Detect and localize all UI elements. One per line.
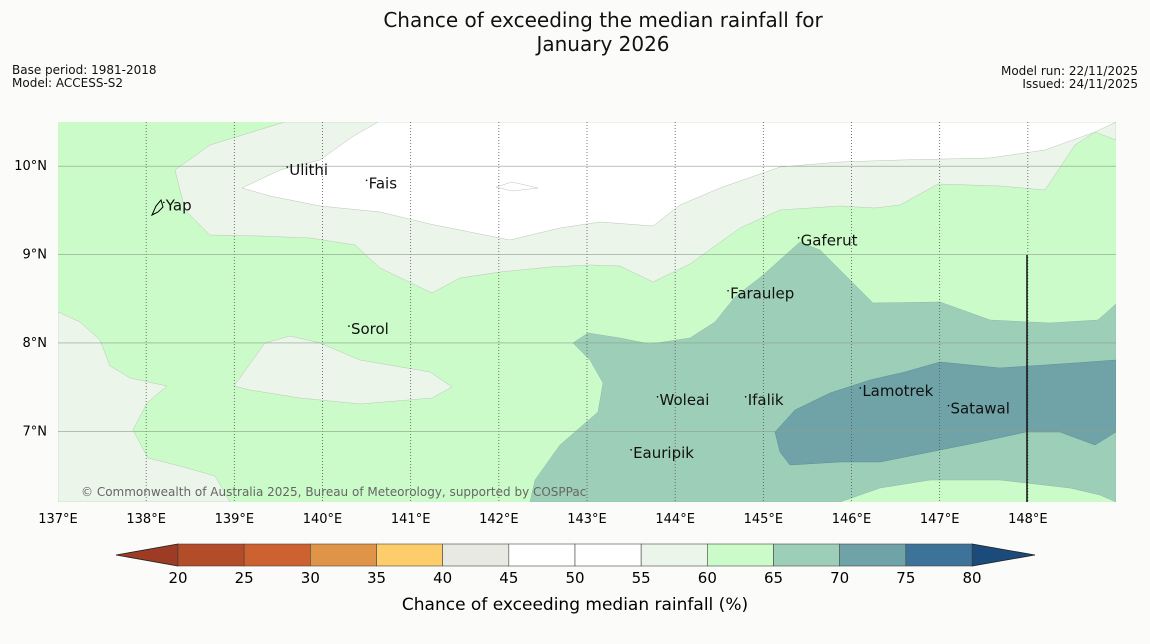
place-label: Lamotrek — [862, 382, 933, 400]
lon-tick-label: 138°E — [126, 512, 166, 527]
place-marker — [348, 325, 350, 327]
legend-swatch — [839, 543, 907, 567]
legend-swatch — [574, 543, 642, 567]
place-label: Eauripik — [633, 444, 694, 462]
lon-tick-label: 146°E — [832, 512, 872, 527]
model-name: Model: ACCESS-S2 — [12, 76, 124, 90]
legend-above-arrow — [971, 543, 1036, 567]
place-marker — [630, 449, 632, 451]
meta-right: Model run: 22/11/2025 Issued: 24/11/2025 — [1001, 65, 1138, 91]
place-marker — [286, 166, 289, 168]
legend-tick-label: 40 — [433, 569, 452, 587]
place-label: Fais — [369, 174, 398, 192]
legend-below-arrow — [115, 543, 179, 567]
legend-label: Chance of exceeding median rainfall (%) — [402, 595, 748, 615]
title-line-2: January 2026 — [536, 32, 670, 56]
legend-tick-label: 50 — [565, 569, 584, 587]
place-label: Satawal — [950, 400, 1009, 418]
lon-tick-label: 148°E — [1008, 512, 1048, 527]
region-55-60-west — [58, 311, 231, 502]
place-label: Ifalik — [748, 391, 784, 409]
place-label: Yap — [165, 196, 192, 214]
region-70-75 — [774, 359, 1116, 466]
legend-swatch — [640, 543, 708, 567]
place-marker — [744, 395, 747, 398]
region-55-60-sorol — [233, 335, 453, 405]
lon-tick-label: 142°E — [479, 512, 519, 527]
legend-tick-label: 60 — [698, 569, 717, 587]
yap-island-icon — [150, 198, 164, 217]
issued-date: Issued: 24/11/2025 — [1022, 77, 1138, 91]
legend-tick-label: 25 — [235, 569, 254, 587]
region-45-55-north — [241, 122, 1116, 241]
map-labels: 137°E 138°E 139°E 140°E 141°E 142°E 143°E 144°E… — [14, 159, 1047, 527]
legend-tick-label: 45 — [499, 569, 518, 587]
place-marker — [365, 179, 368, 182]
legend-swatch — [310, 543, 377, 567]
place-labels: Ulithi Fais Yap Gaferut Faraulep Sorol Woleai I… — [163, 161, 1010, 462]
place-label: Faraulep — [730, 285, 794, 303]
legend-tick-label: 55 — [632, 569, 651, 587]
place-marker — [163, 201, 165, 204]
legend-swatch — [177, 543, 245, 567]
base-period: Base period: 1981-2018 — [12, 63, 157, 77]
lat-tick-label: 7°N — [23, 424, 48, 439]
legend-tick-label: 20 — [168, 569, 187, 587]
lon-tick-label: 147°E — [920, 512, 960, 527]
lat-tick-label: 9°N — [23, 248, 48, 263]
lon-tick-label: 139°E — [215, 512, 255, 527]
lat-tick-label: 10°N — [14, 159, 47, 174]
lon-tick-label: 141°E — [391, 512, 431, 527]
place-marker — [859, 387, 862, 389]
place-marker — [947, 404, 950, 407]
legend-swatch — [707, 543, 774, 567]
legend-tick-label: 65 — [764, 569, 783, 587]
place-marker — [656, 395, 659, 398]
legend-swatch — [243, 543, 311, 567]
copyright-text: © Commonwealth of Australia 2025, Bureau… — [81, 485, 586, 499]
lon-tick-label: 140°E — [303, 512, 343, 527]
legend-tick-label: 35 — [367, 569, 386, 587]
map-grid — [58, 122, 1116, 502]
legend-tick-label: 75 — [896, 569, 915, 587]
place-label: Sorol — [351, 320, 389, 338]
place-marker — [727, 289, 729, 292]
place-label: Woleai — [660, 391, 710, 409]
legend-swatch — [376, 543, 443, 567]
title-line-1: Chance of exceeding the median rainfall … — [383, 8, 823, 32]
meta-left: Base period: 1981-2018 Model: ACCESS-S2 — [12, 64, 157, 90]
place-label: Ulithi — [289, 161, 328, 179]
lon-tick-label: 145°E — [744, 512, 784, 527]
model-run: Model run: 22/11/2025 — [1000, 64, 1138, 78]
map-title: Chance of exceeding the median rainfall … — [0, 8, 1150, 56]
legend-swatch — [905, 543, 973, 567]
legend-swatch — [773, 543, 840, 567]
legend-tick-label: 30 — [301, 569, 320, 587]
region-45-55-small — [495, 181, 539, 192]
place-marker — [797, 236, 800, 239]
legend-swatch — [442, 543, 510, 567]
legend-tick-label: 70 — [830, 569, 849, 587]
legend-swatch — [508, 543, 576, 567]
lat-tick-label: 8°N — [23, 336, 48, 351]
place-label: Gaferut — [801, 232, 858, 250]
lon-tick-label: 137°E — [38, 512, 78, 527]
lon-tick-label: 144°E — [655, 512, 695, 527]
lon-tick-label: 143°E — [567, 512, 607, 527]
legend: 20 25 30 35 40 45 50 55 60 65 70 75 80 — [115, 543, 1036, 587]
legend-tick-label: 80 — [962, 569, 981, 587]
